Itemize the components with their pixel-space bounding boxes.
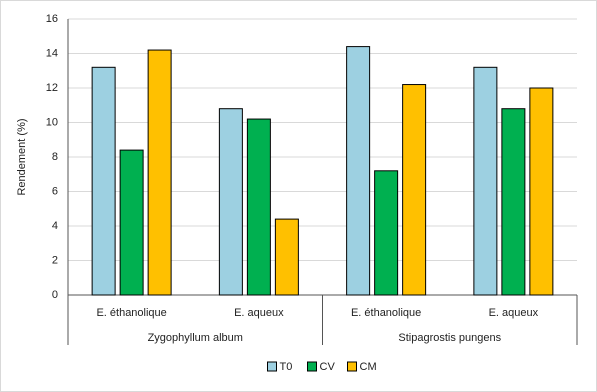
y-tick-label: 4	[52, 220, 58, 232]
legend-label: T0	[280, 361, 293, 373]
group-label: Zygophyllum album	[148, 332, 243, 344]
bar	[374, 170, 399, 296]
bar	[346, 46, 371, 296]
y-tick-label: 14	[46, 47, 58, 59]
y-tick-label: 10	[46, 116, 58, 128]
bar	[402, 84, 427, 296]
bar	[147, 49, 172, 296]
x-tick-label: E. éthanolique	[96, 307, 166, 319]
x-tick-label: E. aqueux	[234, 307, 284, 319]
legend-swatch	[347, 361, 357, 372]
bar	[529, 87, 554, 296]
bar	[501, 108, 526, 296]
group-label: Stipagrostis pungens	[398, 332, 501, 344]
x-tick-label: E. aqueux	[489, 307, 539, 319]
legend-swatch	[267, 361, 277, 372]
bar	[473, 66, 498, 296]
bar	[91, 66, 116, 296]
bar	[274, 218, 299, 296]
y-tick-label: 16	[46, 13, 58, 25]
legend-label: CV	[320, 361, 336, 373]
y-axis-label: Rendement (%)	[16, 118, 28, 195]
bar	[246, 118, 271, 296]
y-tick-label: 2	[52, 254, 58, 266]
y-tick-label: 8	[52, 151, 58, 163]
y-tick-label: 6	[52, 185, 58, 197]
bar	[119, 149, 144, 296]
legend-swatch	[307, 361, 317, 372]
bar	[218, 108, 243, 296]
x-tick-label: E. éthanolique	[351, 307, 421, 319]
legend-label: CM	[360, 361, 377, 373]
y-tick-label: 12	[46, 82, 58, 94]
y-tick-label: 0	[52, 289, 58, 301]
